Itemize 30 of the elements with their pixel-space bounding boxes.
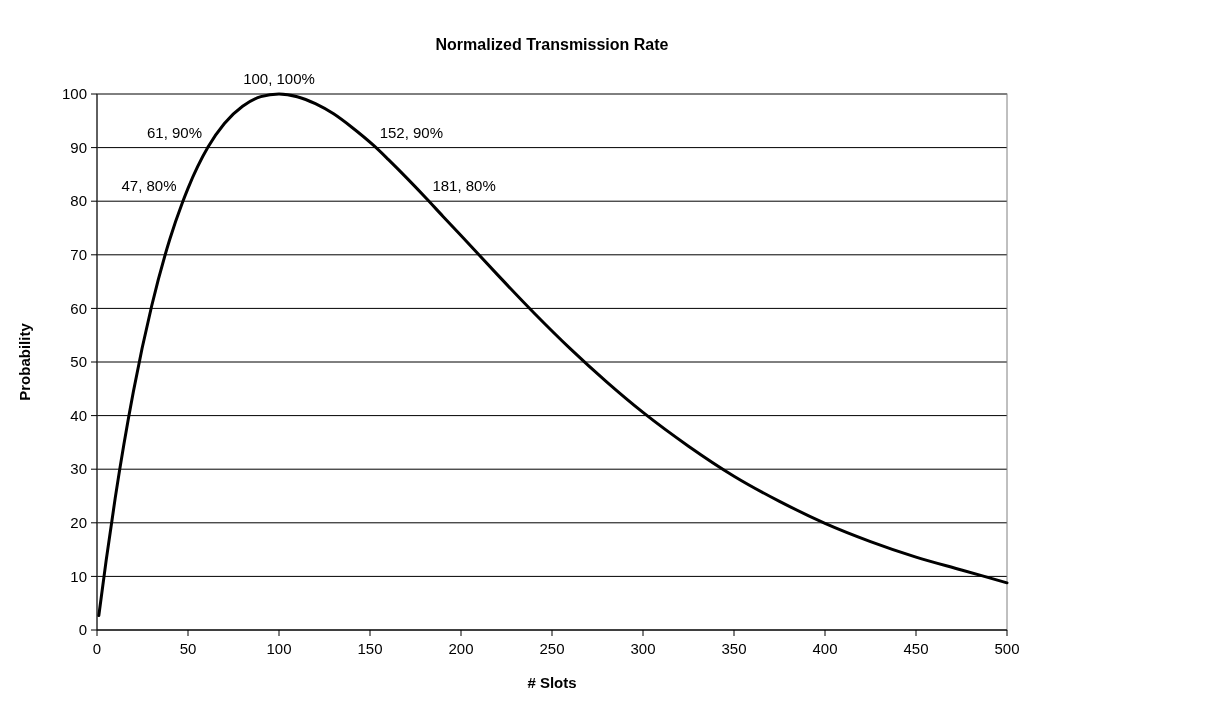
y-tick-label: 50 [70, 353, 87, 371]
x-tick-label: 250 [539, 640, 565, 657]
x-tick-label: 300 [630, 640, 656, 657]
x-tick-label: 0 [92, 640, 102, 657]
x-tick-label: 50 [179, 640, 197, 657]
y-axis-title: Probability [16, 322, 33, 401]
y-tick-label: 80 [70, 192, 87, 210]
annotation: 61, 90% [146, 123, 203, 141]
annotation: 181, 80% [432, 177, 496, 195]
annotation: 100, 100% [243, 70, 315, 87]
y-tick-label: 0 [78, 621, 87, 639]
x-tick-label: 450 [903, 640, 929, 657]
y-tick-label: 10 [70, 567, 87, 585]
y-tick-label: 20 [70, 514, 87, 532]
y-tick-label: 90 [70, 138, 87, 156]
y-tick-label: 100 [61, 85, 87, 103]
x-tick-label: 150 [357, 640, 383, 657]
x-tick-label: 200 [448, 640, 474, 657]
x-axis-title: # Slots [527, 674, 577, 691]
y-tick-label: 30 [70, 460, 87, 478]
x-tick-label: 100 [266, 640, 292, 657]
annotation: 152, 90% [379, 123, 444, 141]
annotation: 47, 80% [121, 177, 177, 195]
y-tick-label: 70 [70, 246, 87, 264]
y-tick-label: 40 [70, 406, 87, 424]
x-tick-label: 500 [994, 640, 1020, 657]
chart-title: Normalized Transmission Rate [435, 36, 669, 53]
y-tick-label: 60 [70, 299, 87, 317]
x-tick-label: 350 [721, 640, 747, 657]
x-tick-label: 400 [812, 640, 838, 657]
